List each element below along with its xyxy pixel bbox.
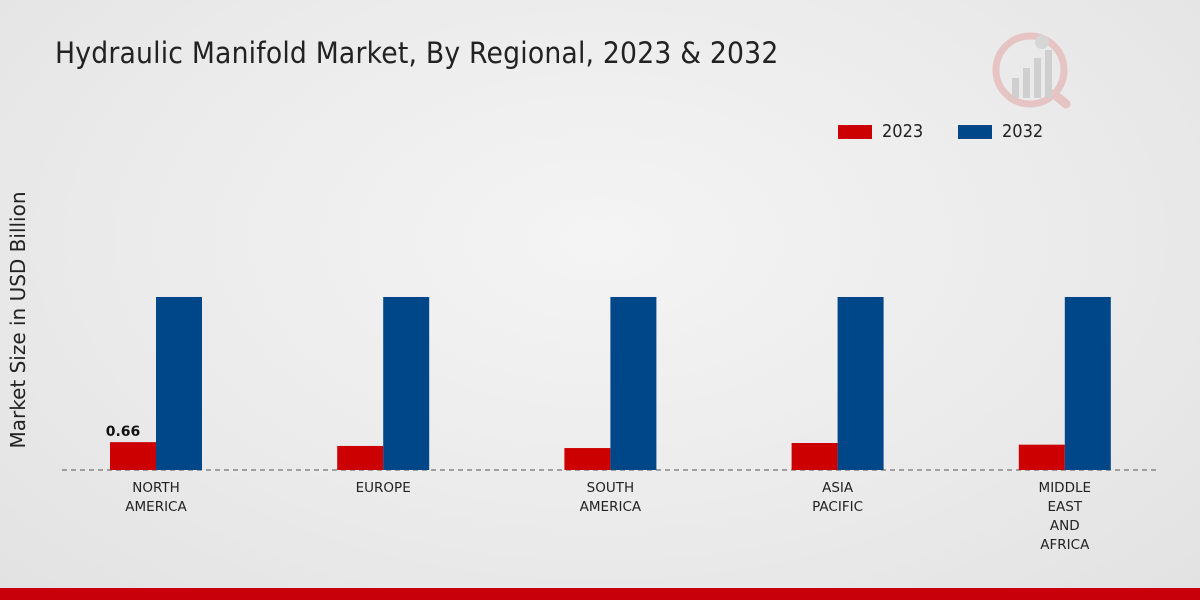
footer-accent-bar — [0, 588, 1200, 600]
bar-2023-3 — [791, 442, 838, 470]
x-tick-label-1-0: EUROPE — [356, 480, 411, 496]
bar-2032-3 — [837, 296, 884, 470]
x-tick-label-2-1: AMERICA — [580, 499, 642, 515]
legend-swatch-2023 — [838, 125, 872, 139]
chart-title: Hydraulic Manifold Market, By Regional, … — [55, 36, 779, 70]
legend-label-2023: 2023 — [882, 121, 924, 142]
bar-2032-2 — [610, 296, 657, 470]
bar-2023-1 — [337, 445, 384, 470]
x-tick-label-4-1: EAST — [1048, 499, 1083, 515]
x-tick-label-3-1: PACIFIC — [812, 499, 863, 515]
x-tick-label-0-1: AMERICA — [125, 499, 187, 515]
bar-2023-2 — [564, 448, 611, 470]
x-tick-label-4-0: MIDDLE — [1039, 480, 1091, 496]
x-tick-label-4-3: AFRICA — [1040, 537, 1090, 553]
data-label-0: 0.66 — [106, 424, 141, 440]
bar-2032-1 — [383, 296, 430, 470]
bar-2032-0 — [156, 296, 202, 470]
legend-swatch-2032 — [958, 125, 992, 139]
bar-2023-4 — [1018, 444, 1065, 470]
bar-2032-4 — [1064, 296, 1111, 470]
x-tick-label-2-0: SOUTH — [587, 480, 634, 496]
bar-2023-0 — [110, 442, 156, 470]
legend-label-2032: 2032 — [1002, 121, 1044, 142]
x-tick-label-3-0: ASIA — [822, 480, 854, 496]
brand-logo-icon — [992, 32, 1071, 109]
x-tick-label-0-0: NORTH — [132, 480, 180, 496]
x-tick-label-4-2: AND — [1050, 518, 1080, 534]
